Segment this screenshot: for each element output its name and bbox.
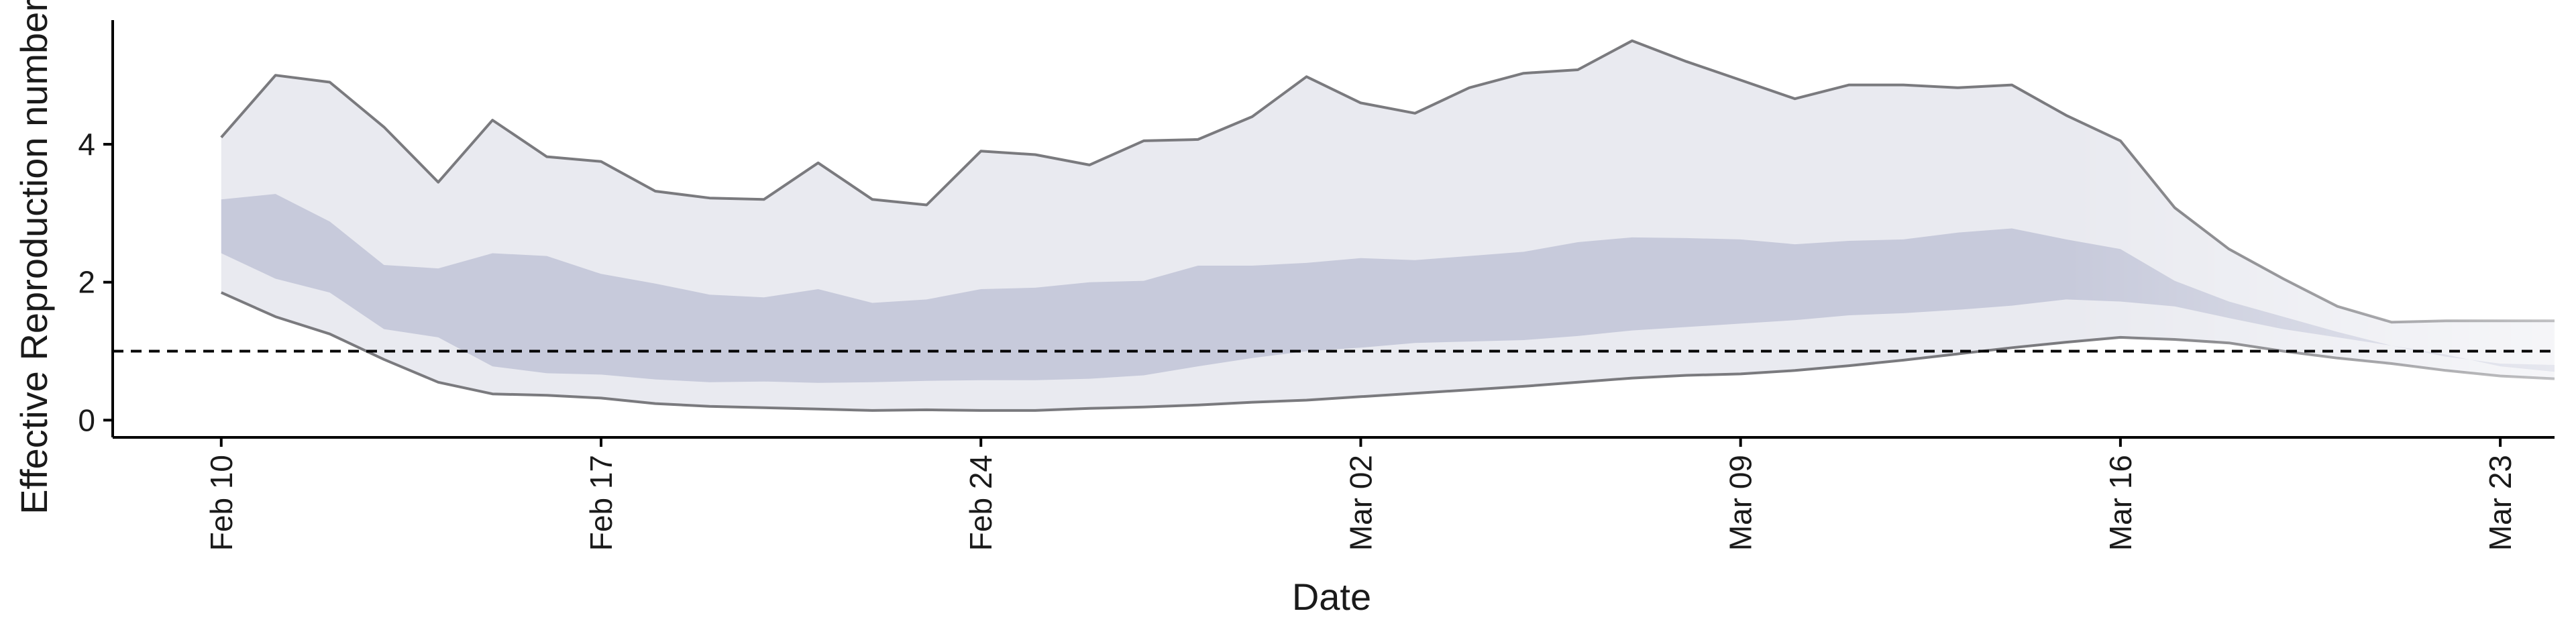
x-tick-label: Mar 16 [2103,455,2138,551]
x-axis-title: Date [1292,576,1371,618]
y-axis-title: Effective Reproduction number [13,0,55,515]
x-tick-label: Mar 09 [1723,455,1758,551]
y-tick-label: 2 [78,265,95,300]
x-tick-label: Feb 17 [584,455,619,551]
y-tick-label: 4 [78,127,95,162]
x-tick-label: Feb 24 [963,455,998,551]
y-tick-label: 0 [78,402,95,437]
x-tick-label: Mar 23 [2483,455,2518,551]
x-axis-ticks: Feb 10 Feb 17 Feb 24 Mar 02 Mar 09 Mar 16 Mar … [204,437,2518,551]
band-50-area [221,194,2555,383]
interval-boundary-lines [220,39,2555,412]
credible-interval-bands [221,40,2555,411]
y-axis-ticks: 0 2 4 [78,127,113,437]
x-tick-label: Feb 10 [204,455,239,551]
x-tick-label: Mar 02 [1343,455,1378,551]
lower-90-line [220,291,2555,412]
upper-90-line [220,39,2555,324]
